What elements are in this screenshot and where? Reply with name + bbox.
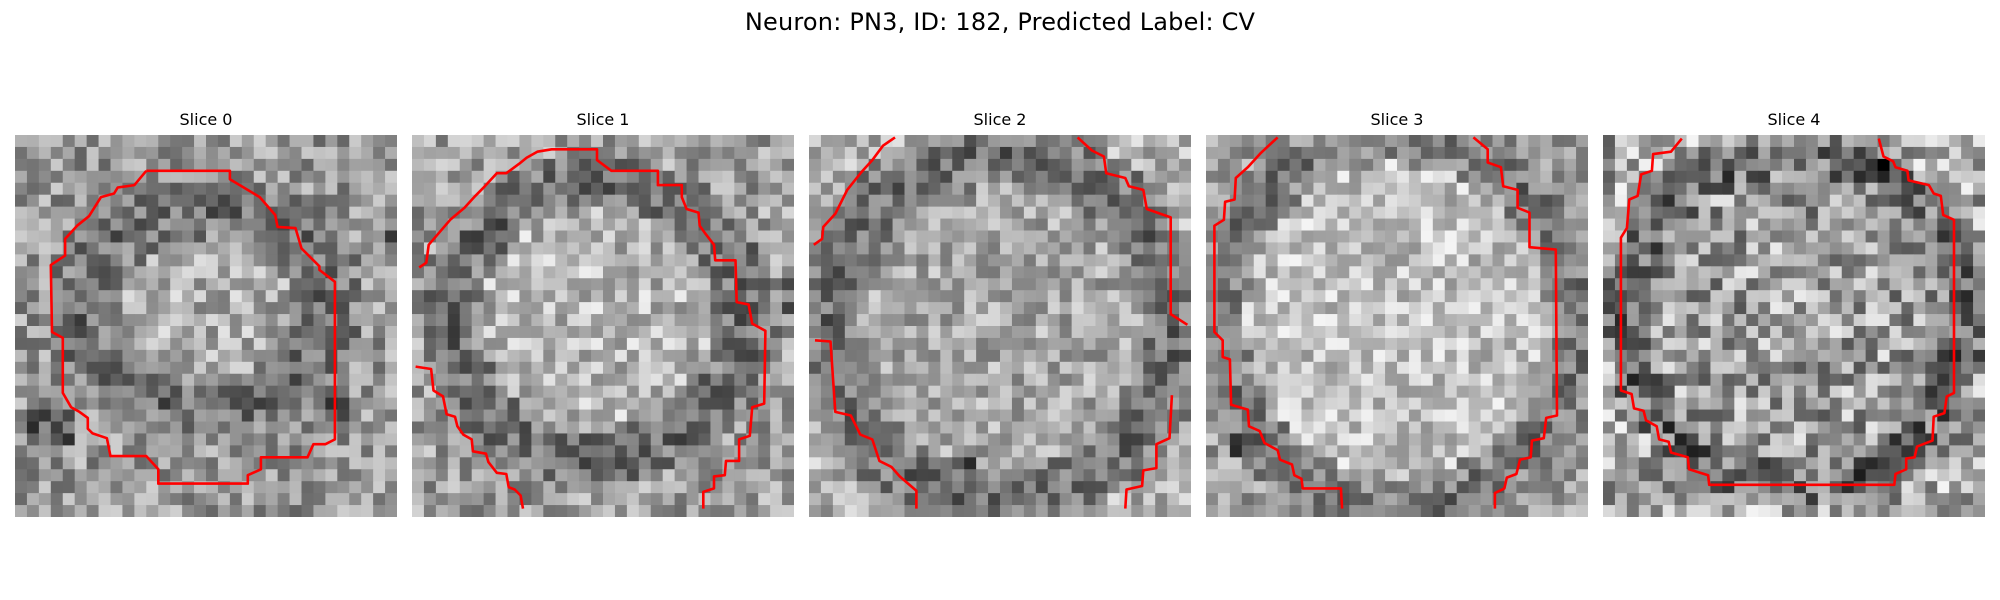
segmentation-outline xyxy=(1076,136,1189,326)
slice-image-4 xyxy=(1603,135,1985,517)
slice-title-3: Slice 3 xyxy=(1370,110,1424,129)
segmentation-outline xyxy=(813,136,896,246)
grayscale-pixel-grid xyxy=(412,135,794,517)
segmentation-outline xyxy=(1472,136,1559,509)
figure-title: Neuron: PN3, ID: 182, Predicted Label: C… xyxy=(744,8,1256,36)
segmentation-outline xyxy=(415,365,525,509)
segmentation-outline xyxy=(814,339,918,509)
slice-panel-3: Slice 3 xyxy=(1206,110,1588,520)
slice-title-1: Slice 1 xyxy=(576,110,630,129)
grayscale-pixel-grid xyxy=(1603,135,1985,517)
slice-panel-1: Slice 1 xyxy=(412,110,794,520)
slice-panel-0: Slice 0 xyxy=(15,110,397,520)
slice-title-0: Slice 0 xyxy=(179,110,233,129)
slice-panel-2: Slice 2 xyxy=(809,110,1191,520)
slice-panel-4: Slice 4 xyxy=(1603,110,1985,520)
slice-image-1 xyxy=(412,135,794,517)
slice-image-0 xyxy=(15,135,397,517)
grayscale-pixel-grid xyxy=(1206,135,1588,517)
segmentation-outline xyxy=(418,148,767,509)
segmentation-outline xyxy=(1213,136,1344,509)
segmentation-outline xyxy=(1124,395,1174,509)
segmentation-outline xyxy=(1619,137,1956,487)
grayscale-pixel-grid xyxy=(809,135,1191,517)
slice-image-2 xyxy=(809,135,1191,517)
grayscale-pixel-grid xyxy=(15,135,397,517)
slice-title-4: Slice 4 xyxy=(1767,110,1821,129)
segmentation-outline xyxy=(49,169,337,485)
slice-image-3 xyxy=(1206,135,1588,517)
slice-title-2: Slice 2 xyxy=(973,110,1027,129)
